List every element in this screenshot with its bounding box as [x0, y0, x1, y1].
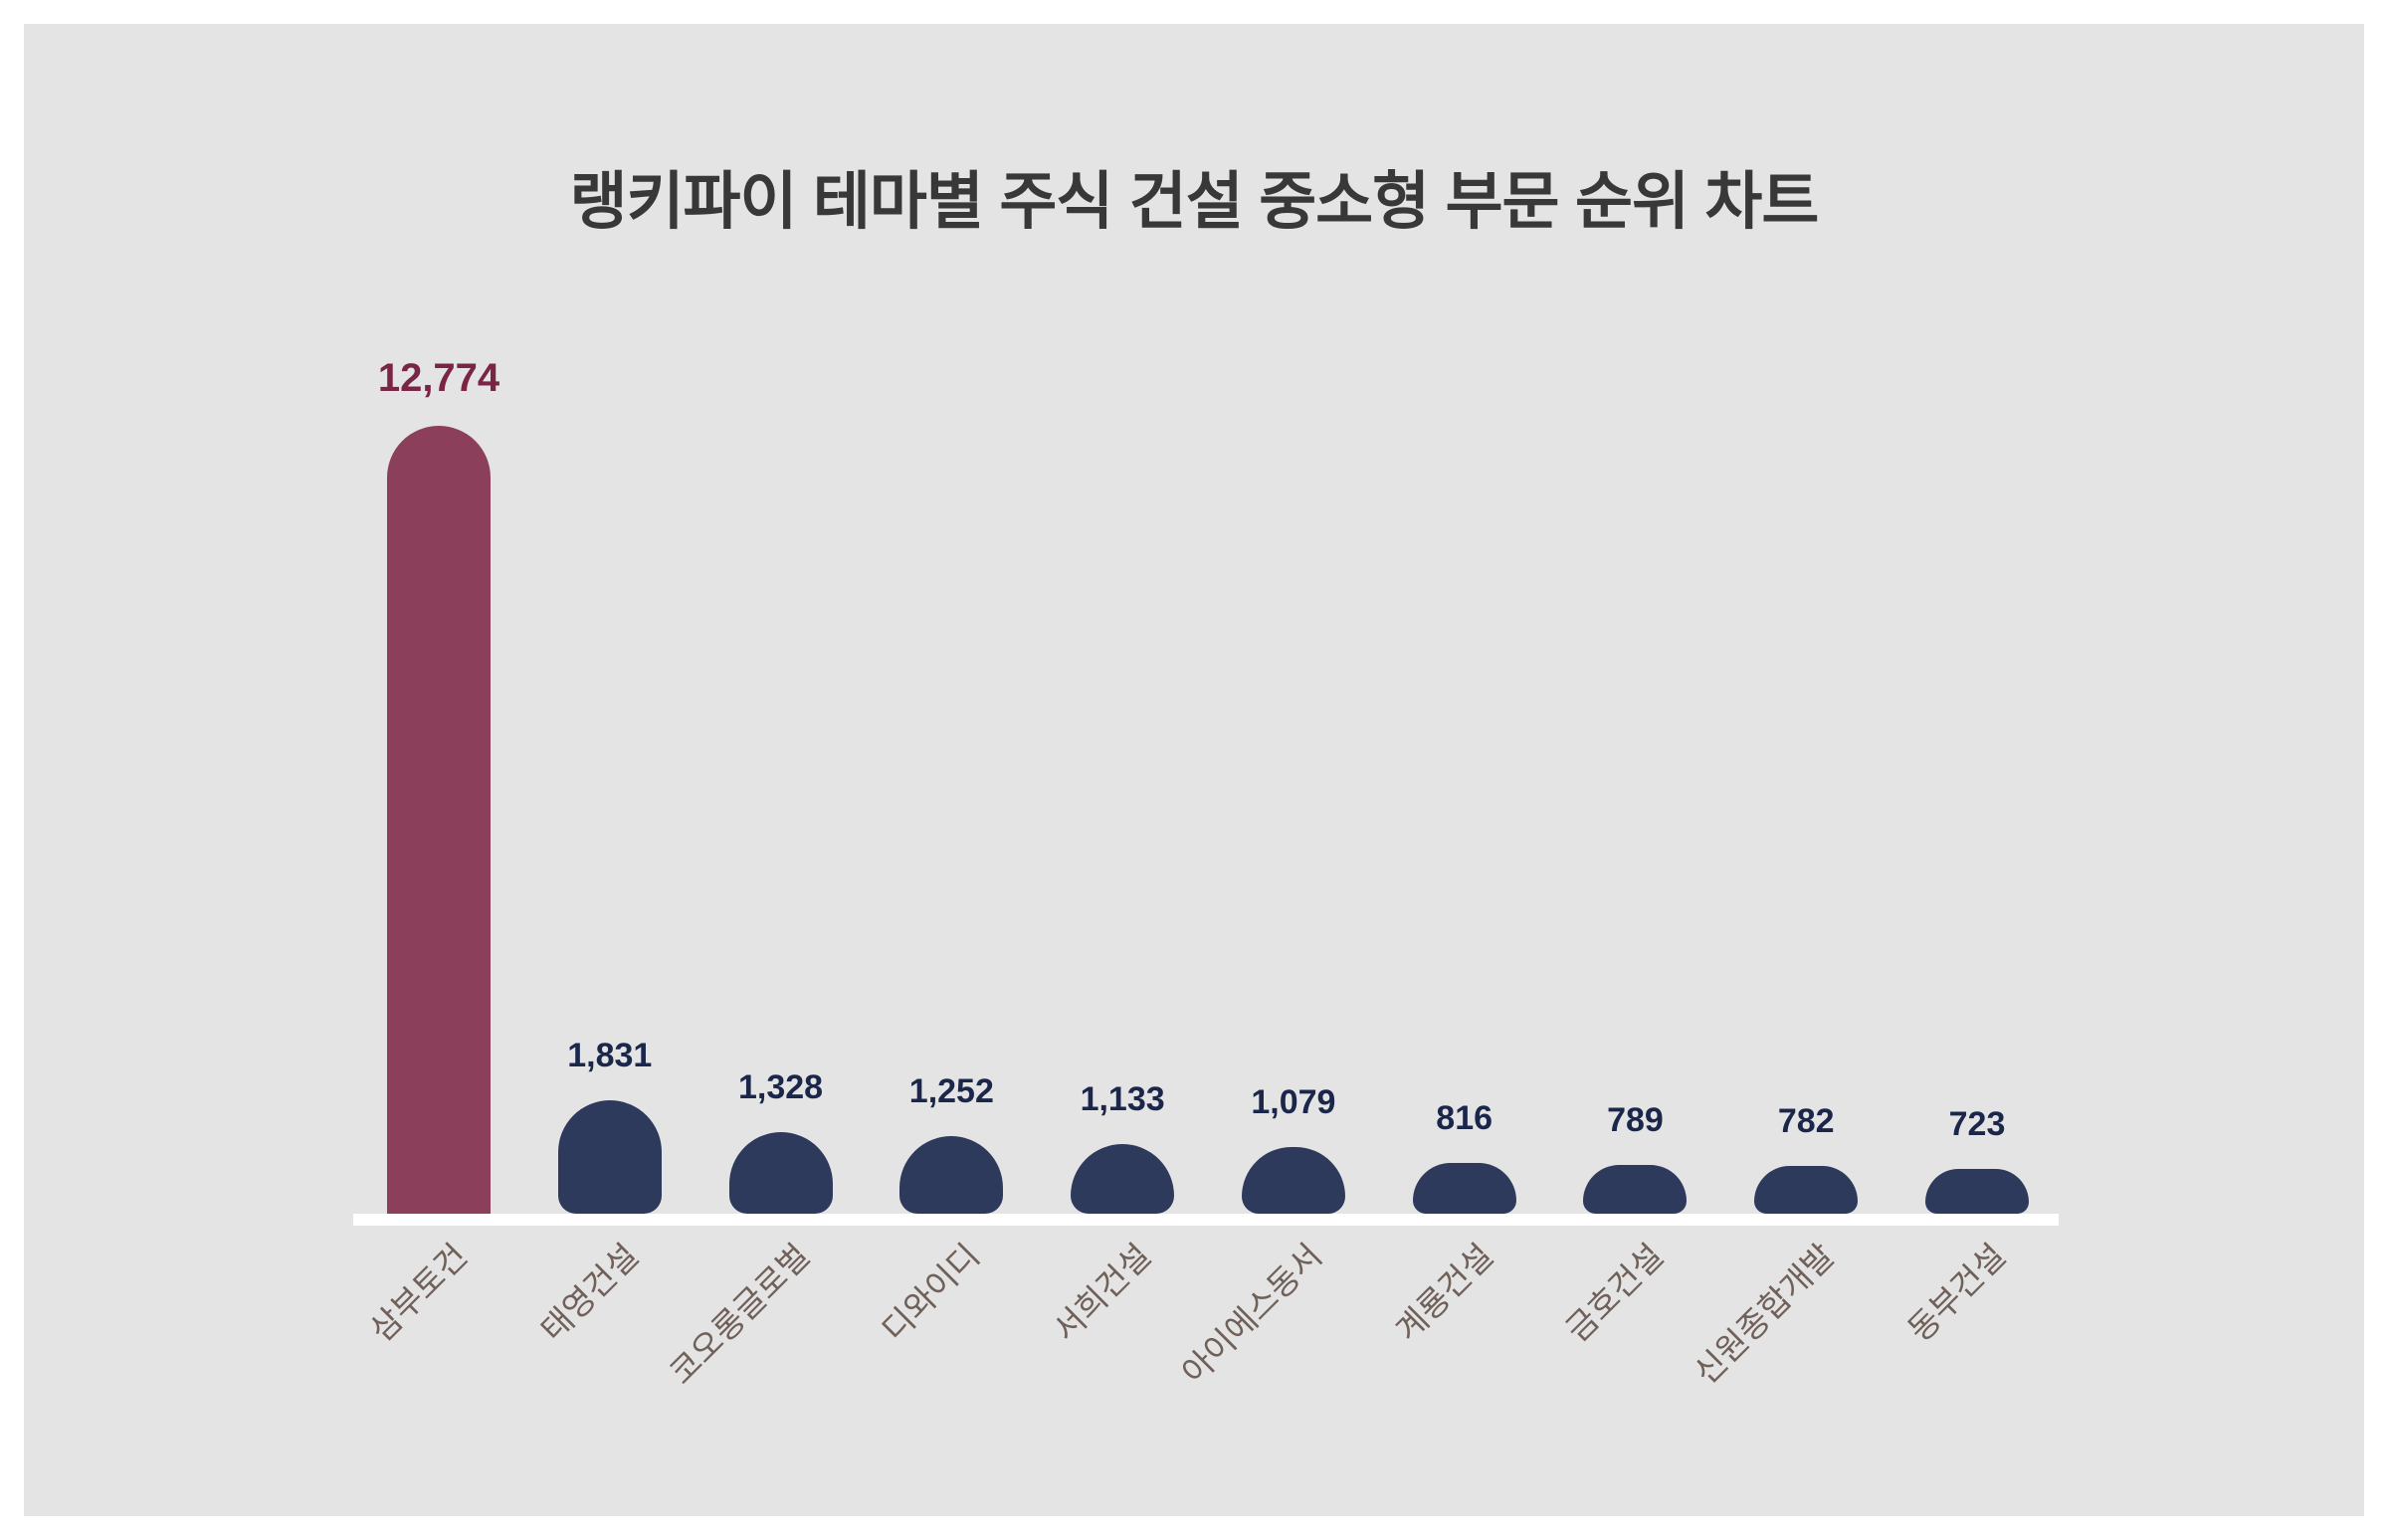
x-axis-line: [353, 1214, 2059, 1226]
bar-4: [899, 1136, 1004, 1214]
x-axis-category-label: 금호건설: [1558, 1237, 1671, 1349]
bar-value-label: 1,252: [908, 1072, 994, 1110]
bar-10: [1925, 1169, 2030, 1214]
bar-8: [1583, 1165, 1688, 1214]
x-axis-category-label: 신원종합개발: [1687, 1237, 1842, 1392]
bar-9: [1754, 1166, 1859, 1214]
bar-3: [728, 1132, 833, 1214]
bar-value-label: 816: [1436, 1099, 1493, 1137]
x-axis-category-label: 코오롱글로벌: [662, 1237, 817, 1392]
bar-value-label: 1,831: [567, 1037, 653, 1074]
x-axis-category-label: 디와이디: [875, 1237, 987, 1349]
bar-2: [557, 1100, 662, 1214]
x-axis-category-label: 서희건설: [1046, 1237, 1158, 1349]
bar-7: [1412, 1163, 1516, 1214]
bar-value-label: 1,328: [738, 1068, 824, 1106]
x-axis-category-label: 태영건설: [533, 1237, 646, 1349]
x-axis-category-label: 삼부토건: [362, 1237, 475, 1349]
bar-value-label: 12,774: [377, 356, 500, 400]
bar-value-label: 1,079: [1251, 1083, 1336, 1121]
chart-panel: 랭키파이 테마별 주식 건설 중소형 부문 순위 차트 12,774 삼부토건 1,…: [24, 24, 2364, 1516]
bar-5: [1071, 1144, 1175, 1214]
bar-value-label: 782: [1777, 1102, 1835, 1140]
bar-6: [1241, 1147, 1345, 1214]
x-axis-category-label: 아이에스동서: [1174, 1237, 1329, 1392]
bar-value-label: 1,133: [1080, 1080, 1165, 1118]
bar-1: [387, 426, 491, 1214]
chart-title: 랭키파이 테마별 주식 건설 중소형 부문 순위 차트: [569, 167, 1820, 237]
x-axis-category-label: 계룡건설: [1388, 1237, 1500, 1349]
x-axis-category-label: 동부건설: [1900, 1237, 2013, 1349]
bar-value-label: 723: [1948, 1105, 2006, 1143]
bar-value-label: 789: [1607, 1101, 1664, 1139]
